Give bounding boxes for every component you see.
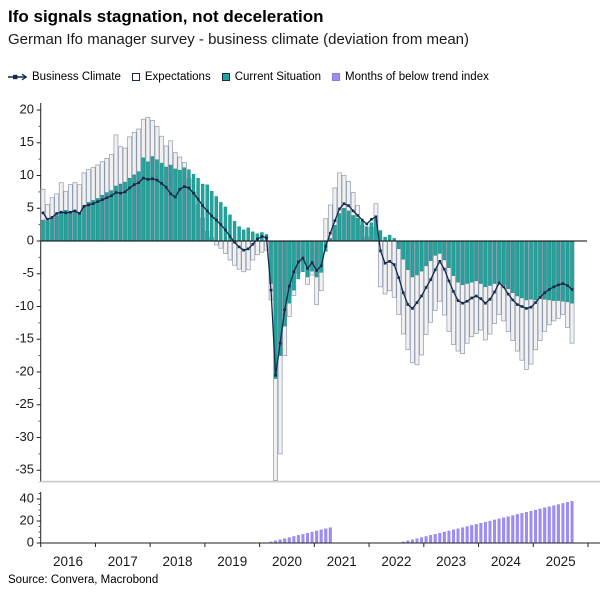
- x-axis-year-label: 2025: [546, 554, 576, 569]
- legend-item-current-situation: Current Situation: [221, 71, 321, 83]
- x-axis-year-label: 2019: [217, 554, 247, 569]
- legend-label: Current Situation: [234, 71, 321, 83]
- x-axis-year-label: 2023: [436, 554, 466, 569]
- expectations-swatch-icon: [131, 73, 140, 81]
- svg-text:0: 0: [27, 534, 34, 549]
- svg-text:10: 10: [20, 167, 34, 182]
- line-marker-icon: [8, 72, 28, 82]
- svg-text:-25: -25: [15, 396, 34, 411]
- below-trend-swatch-icon: [332, 73, 340, 81]
- x-axis-year-label: 2017: [108, 554, 138, 569]
- legend-item-business-climate: Business Climate: [8, 71, 121, 83]
- x-axis-year-label: 2020: [272, 554, 302, 569]
- below-trend-bars: [269, 501, 574, 544]
- legend-label: Business Climate: [32, 71, 121, 83]
- svg-text:-30: -30: [15, 429, 34, 444]
- x-axis-year-label: 2018: [163, 554, 193, 569]
- x-axis: 2016 2017 2018 2019 2020 2021 2022 2023 2024 2025: [40, 542, 600, 569]
- svg-text:-20: -20: [15, 363, 34, 378]
- svg-text:-15: -15: [15, 331, 34, 346]
- chart-title: Ifo signals stagnation, not deceleration: [8, 7, 324, 26]
- svg-text:-5: -5: [22, 265, 34, 280]
- svg-text:40: 40: [20, 490, 34, 505]
- x-axis-year-label: 2022: [381, 554, 411, 569]
- x-axis-year-label: 2021: [327, 554, 357, 569]
- svg-text:-35: -35: [15, 462, 34, 477]
- chart-legend: Business Climate Expectations Current Si…: [8, 71, 500, 83]
- svg-text:5: 5: [27, 200, 34, 215]
- legend-label: Expectations: [144, 71, 211, 83]
- legend-item-expectations: Expectations: [131, 71, 211, 83]
- x-axis-year-label: 2024: [491, 554, 522, 569]
- legend-item-below-trend: Months of below trend index: [332, 71, 489, 83]
- business-climate-line: [41, 176, 574, 377]
- legend-label: Months of below trend index: [345, 71, 489, 83]
- main-y-axis: 20 15 10 5 0 -5 -10 -15 -20 -25 -30 -35: [15, 101, 42, 482]
- chart-subtitle: German Ifo manager survey - business cli…: [8, 31, 470, 48]
- svg-text:20: 20: [20, 512, 34, 527]
- x-axis-year-label: 2016: [53, 554, 83, 569]
- svg-text:20: 20: [20, 101, 34, 116]
- source-note: Source: Convera, Macrobond: [8, 574, 159, 586]
- svg-text:0: 0: [27, 232, 34, 247]
- current-situation-swatch-icon: [221, 73, 230, 81]
- expectations-bars: [40, 116, 575, 481]
- svg-text:-10: -10: [15, 298, 34, 313]
- bottom-y-axis: 0 20 40: [20, 490, 42, 549]
- svg-text:15: 15: [20, 134, 34, 149]
